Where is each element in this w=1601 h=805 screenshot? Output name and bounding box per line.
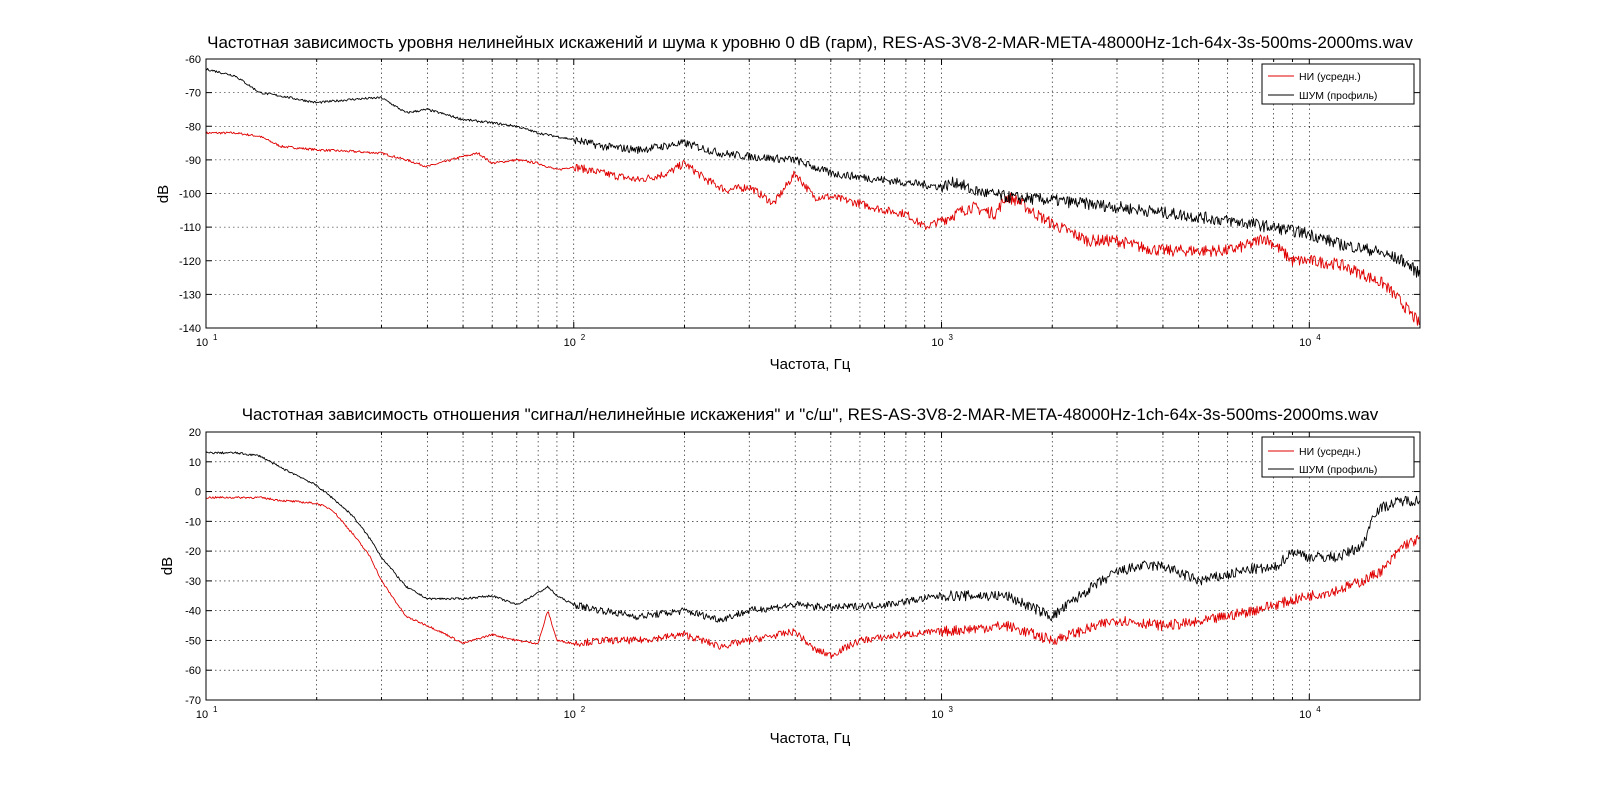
series-line-ni (205, 131, 1421, 326)
y-axis-label: dB (155, 185, 172, 203)
chart-title: Частотная зависимость отношения "сигнал/… (242, 405, 1379, 424)
x-tick-exponent: 3 (949, 333, 954, 342)
plot-frame (205, 431, 1421, 701)
legend: НИ (усредн.) ШУМ (профиль) (1261, 436, 1415, 478)
y-axis-ticks: 20 10 0 -10 -20 -30 -40 -50 -60 -70 (185, 427, 1420, 707)
x-axis-label: Частота, Гц (770, 730, 851, 747)
x-tick-exponent: 2 (581, 705, 586, 714)
y-tick-label: 20 (189, 427, 201, 439)
x-tick-exponent: 2 (581, 333, 586, 342)
x-tick-label: 10 (1299, 709, 1311, 721)
x-tick-exponent: 4 (1316, 333, 1321, 342)
y-tick-label: -140 (179, 323, 201, 335)
legend-label-ni: НИ (усредн.) (1299, 446, 1361, 458)
y-tick-label: -60 (185, 54, 201, 66)
x-tick-label: 10 (564, 337, 576, 349)
y-tick-label: 10 (189, 457, 201, 469)
plot-clip-group (205, 451, 1421, 660)
y-tick-label: -10 (185, 516, 201, 528)
y-tick-label: 0 (195, 487, 201, 499)
x-axis-label: Частота, Гц (770, 356, 851, 373)
y-axis-label: dB (159, 557, 176, 575)
y-tick-label: -70 (185, 88, 201, 100)
y-tick-label: -130 (179, 289, 201, 301)
y-axis-ticks: -60 -70 -80 -90 -100 -110 -120 -130 -140 (179, 54, 1420, 335)
y-tick-label: -40 (185, 606, 201, 618)
subplot-bottom: Частотная зависимость отношения "сигнал/… (159, 405, 1421, 747)
x-tick-exponent: 4 (1316, 705, 1321, 714)
y-tick-label: -80 (185, 121, 201, 133)
y-tick-label: -90 (185, 155, 201, 167)
y-tick-label: -20 (185, 546, 201, 558)
chart-title: Частотная зависимость уровня нелинейных … (207, 33, 1413, 52)
y-tick-label: -110 (180, 222, 201, 234)
x-tick-label: 10 (564, 709, 576, 721)
x-axis-ticks: 10 1 10 2 10 3 10 4 (196, 432, 1421, 721)
series-line-ni (205, 496, 1421, 660)
legend-label-noise: ШУМ (профиль) (1299, 90, 1377, 102)
x-axis-ticks: 10 1 10 2 10 3 10 4 (196, 59, 1421, 349)
subplot-top: Частотная зависимость уровня нелинейных … (155, 33, 1421, 373)
series-line-noise (205, 451, 1421, 623)
legend: НИ (усредн.) ШУМ (профиль) (1261, 63, 1415, 105)
y-tick-label: -120 (179, 256, 201, 268)
x-tick-label: 10 (1299, 337, 1311, 349)
x-tick-exponent: 1 (213, 705, 218, 714)
x-tick-label: 10 (196, 709, 208, 721)
y-tick-label: -60 (185, 665, 201, 677)
legend-label-ni: НИ (усредн.) (1299, 71, 1361, 83)
legend-box (1261, 436, 1415, 478)
y-tick-label: -70 (185, 695, 201, 707)
y-tick-label: -100 (179, 189, 201, 201)
x-tick-label: 10 (196, 337, 208, 349)
y-tick-label: -50 (185, 635, 201, 647)
legend-box (1261, 63, 1415, 105)
x-tick-exponent: 3 (949, 705, 954, 714)
legend-label-noise: ШУМ (профиль) (1299, 464, 1377, 476)
x-tick-label: 10 (931, 337, 943, 349)
x-tick-exponent: 1 (213, 333, 218, 342)
x-tick-label: 10 (931, 709, 943, 721)
plot-clip-group (205, 67, 1421, 326)
series-line-noise (205, 67, 1421, 278)
y-tick-label: -30 (185, 576, 201, 588)
